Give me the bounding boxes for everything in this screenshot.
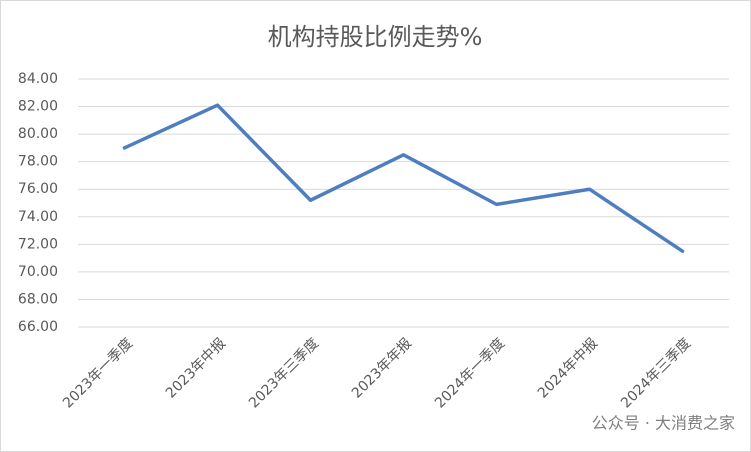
y-tick-label: 66.00 [18,319,58,335]
y-tick-label: 70.00 [18,264,58,280]
y-tick-label: 80.00 [18,126,58,142]
y-tick-label: 72.00 [18,236,58,252]
watermark: 公众号 · 大消费之家 [592,414,735,433]
y-tick-label: 84.00 [18,71,58,87]
line-series [122,103,685,253]
y-tick-label: 68.00 [18,291,58,307]
chart-title: 机构持股比例走势% [268,23,483,51]
y-tick-label: 82.00 [18,99,58,115]
y-tick-label: 76.00 [18,181,58,197]
y-tick-label: 74.00 [18,209,58,225]
y-tick-label: 78.00 [18,154,58,170]
